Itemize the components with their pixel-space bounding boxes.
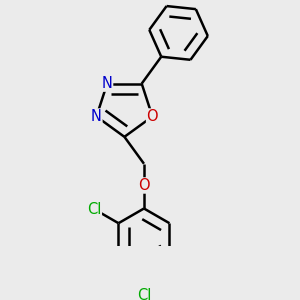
Text: O: O xyxy=(147,109,158,124)
Text: Cl: Cl xyxy=(87,202,101,217)
Text: N: N xyxy=(91,109,102,124)
Text: Cl: Cl xyxy=(137,288,151,300)
Text: N: N xyxy=(102,76,112,91)
Text: O: O xyxy=(138,178,150,193)
